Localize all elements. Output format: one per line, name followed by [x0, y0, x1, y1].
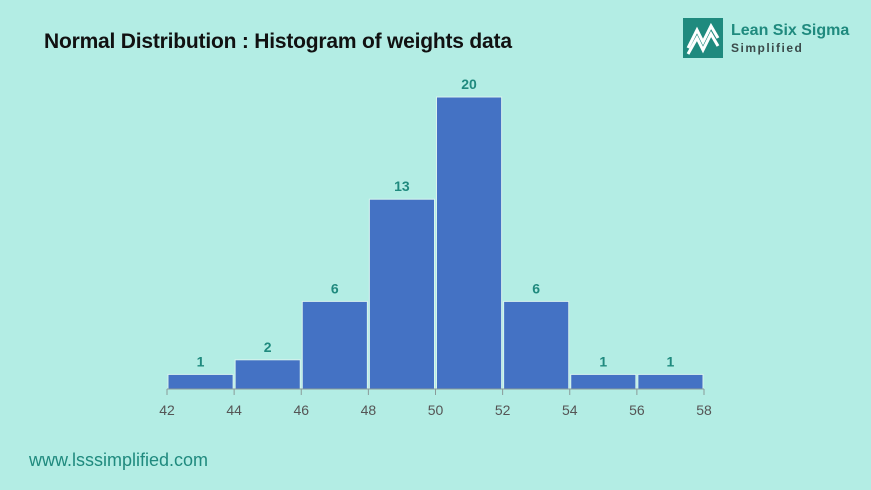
- data-label: 2: [264, 339, 272, 355]
- x-tick-label: 46: [293, 402, 309, 418]
- data-label: 20: [461, 76, 477, 92]
- chart-title: Normal Distribution : Histogram of weigh…: [44, 30, 512, 53]
- lean-six-sigma-logo-icon: [683, 18, 723, 58]
- logo-text-primary: Lean Six Sigma: [731, 21, 850, 39]
- footer-url[interactable]: www.lsssimplified.com: [29, 450, 209, 470]
- data-label: 1: [667, 353, 675, 369]
- data-label: 6: [331, 280, 339, 296]
- x-tick-label: 48: [361, 402, 377, 418]
- data-label: 6: [532, 280, 540, 296]
- histogram-bar: [234, 359, 301, 390]
- histogram-bar: [570, 373, 637, 390]
- data-label: 13: [394, 178, 410, 194]
- data-label: 1: [197, 353, 205, 369]
- histogram-bar: [368, 198, 435, 390]
- histogram-bar: [503, 300, 570, 390]
- histogram-bar: [436, 96, 503, 390]
- histogram-bar: [167, 373, 234, 390]
- histogram-bar: [637, 373, 704, 390]
- data-labels-layer: 1 2 6 13 20 6 1 1: [197, 76, 675, 369]
- bars-layer: [167, 96, 704, 390]
- x-axis: 42 44 46 48 50 52 54 56 58: [159, 388, 712, 418]
- x-tick-label: 42: [159, 402, 175, 418]
- x-tick-label: 44: [226, 402, 242, 418]
- data-label: 1: [599, 353, 607, 369]
- x-tick-label: 56: [629, 402, 645, 418]
- logo-text-secondary: Simplified: [731, 40, 804, 55]
- x-tick-label: 50: [428, 402, 444, 418]
- x-tick-label: 54: [562, 402, 578, 418]
- brand-logo: Lean Six Sigma Simplified: [683, 18, 849, 58]
- histogram-bar: [301, 300, 368, 390]
- x-tick-label: 58: [696, 402, 712, 418]
- x-tick-label: 52: [495, 402, 511, 418]
